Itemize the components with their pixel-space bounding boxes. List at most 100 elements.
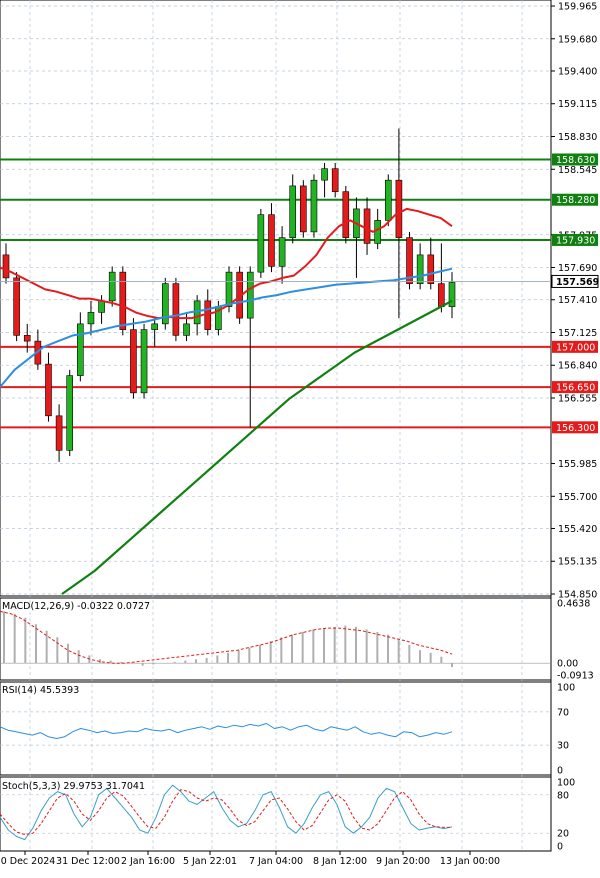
main-price-panel <box>0 128 551 595</box>
candle-body <box>342 191 350 238</box>
candle-body <box>300 185 307 233</box>
macd-tick-label: 0.4638 <box>557 599 590 610</box>
time-tick-label: 13 Jan 00:00 <box>440 856 500 867</box>
candle-body <box>406 237 413 284</box>
level-label-box <box>552 153 598 166</box>
candle-body <box>278 237 286 267</box>
candle-body <box>427 254 435 284</box>
candle-body <box>77 323 84 376</box>
level-label: 158.630 <box>556 155 595 166</box>
candle-body <box>374 220 381 244</box>
rsi-tick-label: 0 <box>557 766 563 777</box>
candle-body <box>119 271 127 330</box>
candle-body <box>66 375 74 451</box>
stochastic-panel: Stoch(5,3,3) 29.9753 31.7041 <box>0 781 551 841</box>
time-axis: 30 Dec 2024 31 Dec 12:00 2 Jan 16:00 5 Jan … <box>0 851 500 867</box>
rsi-panel: RSI(14) 45.5393 <box>0 685 551 746</box>
macd-tick-label: 0.00 <box>557 659 578 670</box>
time-tick-label: 9 Jan 20:00 <box>376 856 430 867</box>
candle-body <box>130 329 137 394</box>
price-tick-label: 157.410 <box>558 295 597 306</box>
level-label: 158.280 <box>556 195 595 206</box>
candle-body <box>161 283 169 325</box>
candle-body <box>438 283 445 307</box>
candle-body <box>2 254 10 279</box>
macd-label: MACD(12,26,9) -0.0322 0.0727 <box>2 601 150 612</box>
stoch-k-line <box>0 784 453 841</box>
price-tick-label: 157.690 <box>558 263 597 274</box>
price-tick-label: 157.125 <box>558 328 597 339</box>
candle-body <box>151 323 158 330</box>
rsi-tick-label: 100 <box>557 683 575 694</box>
candle-body <box>268 214 275 267</box>
price-tick-label: 156.555 <box>558 394 597 405</box>
price-tick-label: 156.840 <box>558 361 597 372</box>
level-label: 156.300 <box>556 423 595 434</box>
level-label: 156.650 <box>556 383 595 394</box>
rsi-tick-label: 30 <box>557 741 569 752</box>
rsi-line <box>0 723 453 739</box>
candle-body <box>395 179 403 238</box>
rsi-label: RSI(14) 45.5393 <box>2 685 79 696</box>
time-tick-label: 31 Dec 12:00 <box>56 856 120 867</box>
candle-body <box>363 208 371 244</box>
time-tick-label: 5 Jan 22:01 <box>183 856 237 867</box>
candle-body <box>23 335 31 342</box>
price-tick-label: 155.985 <box>558 459 597 470</box>
candle-body <box>416 254 424 284</box>
rsi-tick-label: 70 <box>557 707 569 718</box>
time-tick-label: 30 Dec 2024 <box>0 856 55 867</box>
candle-body <box>140 329 148 394</box>
candle-body <box>289 185 297 238</box>
level-label-box <box>552 233 598 246</box>
level-label-box <box>552 421 598 434</box>
price-tick-label: 159.965 <box>558 2 597 13</box>
price-tick-label: 155.420 <box>558 524 597 535</box>
level-label-box <box>552 193 598 206</box>
stoch-label: Stoch(5,3,3) 29.9753 31.7041 <box>2 781 145 792</box>
price-tick-label: 155.700 <box>558 492 597 503</box>
stoch-tick-label: 100 <box>557 778 575 789</box>
time-tick-label: 7 Jan 04:00 <box>249 856 303 867</box>
candle-body <box>45 363 52 417</box>
time-tick-label: 2 Jan 16:00 <box>121 856 175 867</box>
stoch-tick-label: 80 <box>557 790 569 801</box>
candle-body <box>87 312 95 325</box>
stoch-tick-label: 20 <box>557 829 569 840</box>
price-tick-label: 159.400 <box>558 66 597 77</box>
grid-lines <box>0 0 552 852</box>
price-tick-label: 158.545 <box>558 165 597 176</box>
candle-body <box>172 283 180 336</box>
price-axis: 159.965 159.680 159.400 159.115 158.830 158.5… <box>551 2 599 853</box>
macd-panel: MACD(12,26,9) -0.0322 0.0727 <box>0 601 551 668</box>
candle-body <box>448 282 456 307</box>
price-tick-label: 159.115 <box>558 99 597 110</box>
level-label: 157.000 <box>556 342 595 353</box>
macd-signal-line <box>0 610 453 664</box>
moving-average-green <box>61 299 453 595</box>
candle-body <box>98 300 105 313</box>
time-tick-label: 8 Jan 12:00 <box>313 856 367 867</box>
moving-average-red <box>0 207 453 320</box>
candle-body <box>257 214 265 273</box>
price-tick-label: 159.680 <box>558 34 597 45</box>
current-price-label: 157.569 <box>556 277 599 288</box>
candle-body <box>225 271 233 307</box>
macd-tick-label: -0.0913 <box>557 671 594 682</box>
price-tick-label: 154.850 <box>558 590 597 601</box>
candle-body <box>246 271 254 319</box>
candle-body <box>384 179 392 221</box>
price-tick-label: 158.830 <box>558 132 597 143</box>
candle-body <box>331 168 339 192</box>
stoch-d-line <box>0 789 452 835</box>
candle-body <box>310 179 318 233</box>
candle-body <box>55 415 63 451</box>
current-price-box <box>551 274 599 288</box>
candle-body <box>183 323 190 336</box>
candle-body <box>108 271 116 302</box>
level-label-box <box>552 340 598 353</box>
candle-body <box>321 168 328 181</box>
price-tick-label: 155.135 <box>558 557 597 568</box>
